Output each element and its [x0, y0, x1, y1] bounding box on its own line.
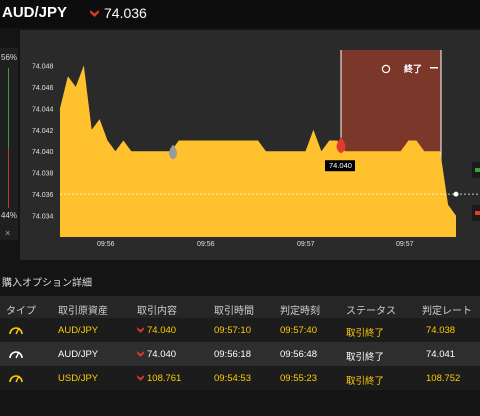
row-content: 108.761 [137, 373, 181, 384]
down-percentage: 44% [1, 211, 18, 220]
row-judge-time: 09:55:23 [280, 373, 317, 384]
previous-trade-marker [169, 144, 177, 160]
sentiment-bar: 56% 44% × [0, 48, 18, 240]
row-time: 09:57:10 [214, 325, 251, 336]
row-content: 74.040 [137, 349, 176, 360]
col-rate: 判定レート [422, 306, 472, 317]
y-tick-label: 74.038 [32, 171, 54, 178]
gauge-icon [9, 351, 23, 359]
table-row[interactable]: AUD/JPY 74.040 09:57:10 09:57:40 取引終了 74… [0, 318, 480, 342]
x-tick-label: 09:57 [396, 241, 414, 248]
y-tick-label: 74.034 [32, 214, 54, 221]
row-asset: AUD/JPY [58, 349, 99, 360]
col-judge-time: 判定時刻 [280, 306, 320, 317]
row-asset: AUD/JPY [58, 325, 99, 336]
row-rate: 108.752 [426, 373, 461, 384]
put-arrow-icon [475, 211, 480, 215]
entry-label-box [325, 160, 355, 172]
col-time: 取引時間 [214, 306, 254, 317]
y-tick-label: 74.040 [32, 149, 54, 156]
down-arrow-icon [137, 327, 144, 334]
x-tick-label: 09:56 [97, 241, 115, 248]
row-status: 取引終了 [346, 328, 385, 339]
price-chart: 74.048 74.046 74.044 74.042 74.040 74.038 74.0… [20, 30, 480, 260]
table-row[interactable]: AUD/JPY 74.040 09:56:18 09:56:48 取引終了 74… [0, 342, 480, 366]
entry-marker [336, 137, 346, 154]
header-bar: AUD/JPY 74.036 [0, 0, 480, 28]
history-icon [381, 64, 391, 74]
x-tick-label: 09:56 [197, 241, 215, 248]
row-time: 09:54:53 [214, 373, 251, 384]
down-arrow-icon [137, 351, 144, 358]
down-arrow-icon [90, 10, 99, 17]
current-rate: 74.036 [104, 5, 147, 21]
x-tick-label: 09:57 [297, 241, 315, 248]
row-asset: USD/JPY [58, 373, 99, 384]
call-arrow-icon [475, 168, 480, 172]
details-section-title: 購入オプション詳細 [2, 278, 92, 289]
table-row[interactable]: USD/JPY 108.761 09:54:53 09:55:23 取引終了 1… [0, 366, 480, 390]
collapse-icon [430, 67, 438, 69]
chart-svg: 74.048 74.046 74.044 74.042 74.040 74.038 74.0… [32, 50, 480, 248]
col-asset: 取引原資産 [58, 306, 108, 317]
y-tick-label: 74.048 [32, 63, 54, 70]
up-ratio-line [8, 68, 9, 148]
row-judge-time: 09:57:40 [280, 325, 317, 336]
y-tick-label: 74.046 [32, 85, 54, 92]
col-content: 取引内容 [137, 306, 177, 317]
current-point [453, 191, 459, 197]
gauge-icon [9, 375, 23, 383]
row-status: 取引終了 [346, 352, 385, 363]
down-ratio-line [8, 148, 9, 208]
details-table: タイプ 取引原資産 取引内容 取引時間 判定時刻 ステータス 判定レート AUD… [0, 296, 480, 390]
gauge-icon [9, 327, 23, 335]
y-tick-label: 74.042 [32, 128, 54, 135]
entry-label: 74.040 [329, 161, 352, 170]
col-type: タイプ [6, 306, 36, 317]
row-rate: 74.041 [426, 349, 456, 360]
y-tick-label: 74.044 [32, 106, 54, 113]
end-label: 終了 [404, 63, 422, 74]
row-status: 取引終了 [346, 376, 385, 387]
table-header: タイプ 取引原資産 取引内容 取引時間 判定時刻 ステータス 判定レート [0, 296, 480, 318]
row-judge-time: 09:56:48 [280, 349, 317, 360]
up-percentage: 56% [1, 53, 18, 62]
currency-pair-title: AUD/JPY [2, 4, 68, 21]
col-status: ステータス [346, 306, 396, 317]
row-content-value: 74.040 [147, 325, 177, 336]
row-time: 09:56:18 [214, 349, 251, 360]
down-arrow-icon [137, 375, 144, 382]
close-button[interactable]: × [5, 228, 11, 238]
row-content-value: 74.040 [147, 349, 177, 360]
row-rate: 74.038 [426, 325, 456, 336]
y-tick-label: 74.036 [32, 192, 54, 199]
row-content: 74.040 [137, 325, 176, 336]
row-content-value: 108.761 [147, 373, 182, 384]
